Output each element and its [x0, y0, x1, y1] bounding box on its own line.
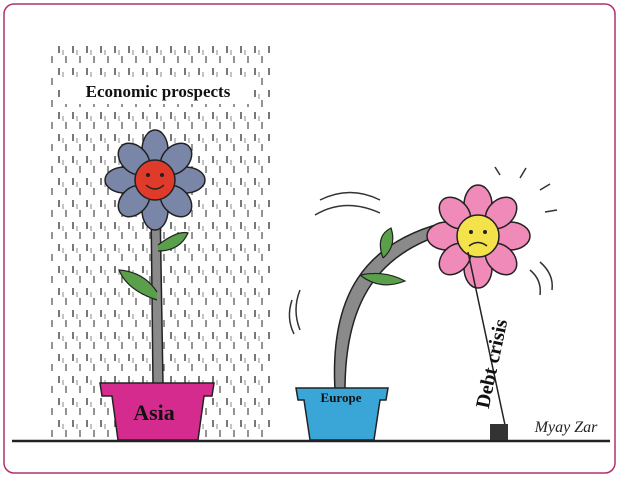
asia-label: Asia: [133, 400, 175, 425]
anchor-weight: [490, 424, 508, 440]
cartoon: Economic prospects Asia: [0, 0, 619, 477]
signature: Myay Zar: [534, 419, 598, 436]
rain-label: Economic prospects: [86, 82, 231, 101]
europe-label: Europe: [321, 390, 362, 405]
